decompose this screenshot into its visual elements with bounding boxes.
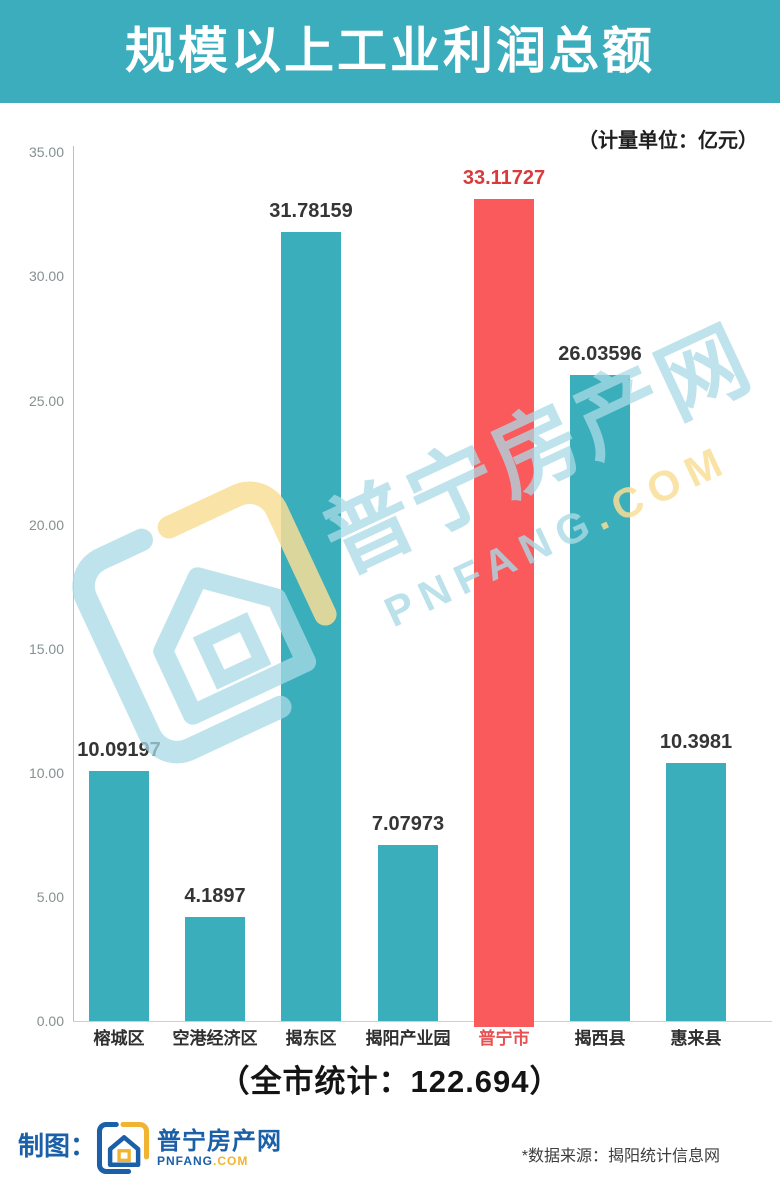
y-tick-label: 35.00 <box>28 144 64 161</box>
y-tick-label: 10.00 <box>28 764 64 781</box>
x-axis-label-普宁市: 普宁市 <box>478 1029 530 1048</box>
y-tick-label: 30.00 <box>28 268 64 285</box>
x-axis-label-揭西县: 揭西县 <box>574 1029 626 1048</box>
y-tick-label: 0.00 <box>36 1013 64 1029</box>
footer-house-icon <box>96 1121 150 1175</box>
bar-普宁市 <box>474 199 534 1027</box>
x-axis-label-揭阳产业园: 揭阳产业园 <box>365 1029 451 1048</box>
bar-揭西县 <box>570 375 630 1021</box>
footer-logo-domain: PNFANG.COM <box>157 1153 249 1168</box>
y-tick-label: 15.00 <box>28 640 64 657</box>
value-label: 31.78159 <box>269 200 353 222</box>
value-label: 33.11727 <box>462 167 546 189</box>
value-label: 10.3981 <box>659 731 733 753</box>
x-axis-label-惠来县: 惠来县 <box>670 1029 722 1048</box>
bar-揭东区 <box>281 232 341 1021</box>
citywide-total: （全市统计：122.694） <box>218 1064 562 1099</box>
unit-note: （计量单位：亿元） <box>578 130 758 152</box>
x-axis-label-揭东区: 揭东区 <box>285 1029 337 1048</box>
footer-logo: 普宁房产网 PNFANG.COM <box>95 1120 282 1176</box>
page-title: 规模以上工业利润总额 <box>125 23 655 79</box>
y-tick-label: 25.00 <box>28 392 64 409</box>
x-axis-label-空港经济区: 空港经济区 <box>172 1029 258 1048</box>
y-tick-label: 20.00 <box>28 516 64 533</box>
bar-榕城区 <box>89 771 149 1021</box>
value-label: 26.03596 <box>558 343 642 365</box>
y-axis-line <box>73 146 74 1021</box>
header-banner: 规模以上工业利润总额 <box>0 0 780 103</box>
value-label: 10.09197 <box>77 739 161 761</box>
credit-label: 制图： <box>18 1131 97 1161</box>
x-axis-line <box>73 1021 772 1022</box>
value-label: 4.1897 <box>184 885 246 907</box>
y-tick-label: 5.00 <box>36 888 64 905</box>
bar-揭阳产业园 <box>378 845 438 1021</box>
bar-空港经济区 <box>185 917 245 1021</box>
bar-惠来县 <box>666 763 726 1021</box>
x-axis-label-榕城区: 榕城区 <box>93 1029 145 1048</box>
value-label: 7.07973 <box>371 813 445 835</box>
watermark-text: 普宁房产网 <box>308 307 767 592</box>
data-source-note: *数据来源：揭阳统计信息网 <box>521 1148 720 1165</box>
footer-logo-text: 普宁房产网 <box>157 1127 282 1155</box>
